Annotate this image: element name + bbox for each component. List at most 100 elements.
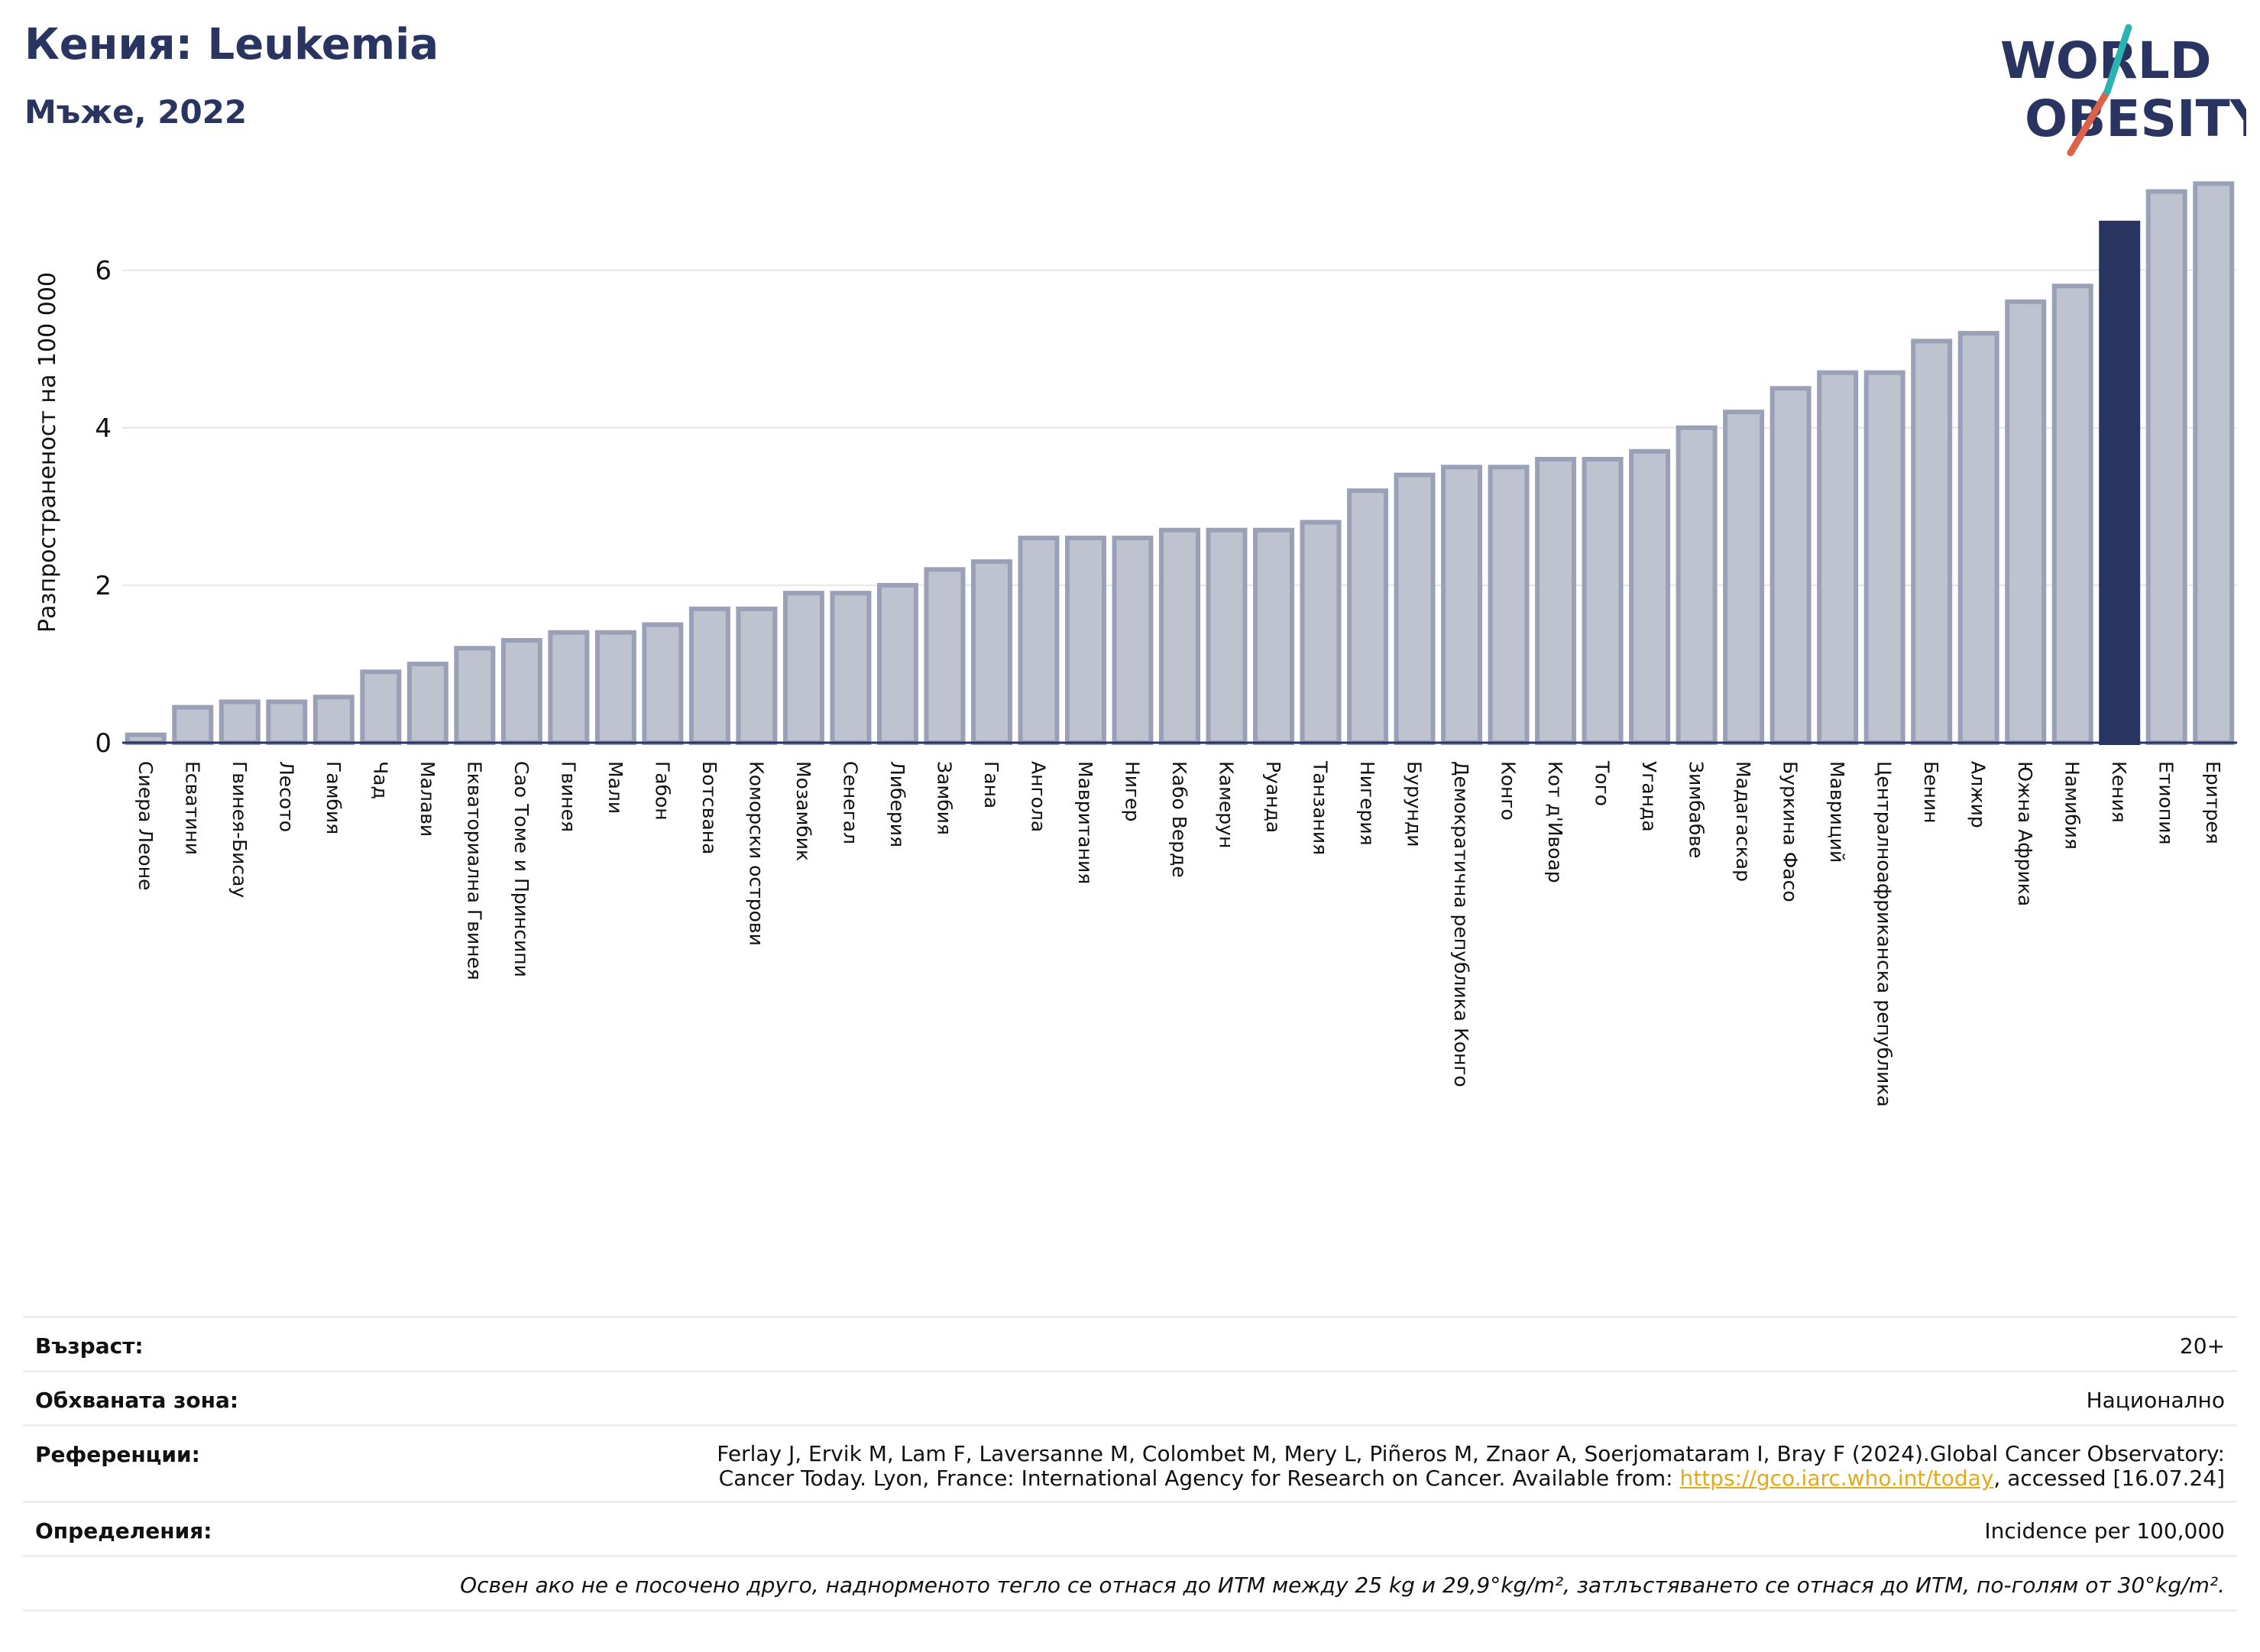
x-tick-label: Алжир	[1967, 761, 1990, 828]
bar	[1064, 536, 1106, 745]
x-tick-label: Того	[1591, 760, 1614, 806]
info-row-definitions: Определения: Incidence per 100,000	[23, 1503, 2237, 1557]
x-tick-label: Конго	[1497, 761, 1520, 821]
x-tick-label: Уганда	[1638, 761, 1660, 832]
x-tick-label: Мавриций	[1826, 761, 1848, 863]
x-tick-label: Гана	[980, 761, 1002, 808]
bar	[1911, 338, 1953, 745]
chart-title: Кения: Leukemia	[24, 20, 439, 70]
x-tick-label: Екваториална Гвинея	[463, 761, 485, 980]
y-tick-label: 4	[95, 413, 112, 444]
x-tick-label: Централноафриканска република	[1873, 761, 1896, 1107]
x-tick-label: Лесото	[275, 761, 297, 832]
x-tick-label: Габон	[651, 761, 673, 821]
y-tick-label: 0	[95, 728, 112, 759]
bar	[688, 606, 730, 745]
x-tick-label: Малави	[416, 761, 439, 837]
info-table: Възраст: 20+ Обхваната зона: Национално …	[23, 1316, 2237, 1612]
x-tick-label: Етиопия	[2155, 761, 2177, 845]
x-tick-label: Намибия	[2061, 761, 2084, 850]
info-row-area: Обхваната зона: Национално	[23, 1372, 2237, 1427]
bar	[500, 638, 542, 745]
bar	[2051, 283, 2093, 745]
bar	[1535, 457, 1577, 745]
x-tick-label: Мавритания	[1074, 761, 1096, 884]
bar	[2193, 181, 2235, 746]
age-label: Възраст:	[35, 1333, 144, 1359]
bars	[125, 181, 2235, 746]
bar	[406, 661, 448, 746]
bar	[172, 705, 214, 745]
bar	[1629, 449, 1671, 745]
references-line2: Cancer Today. Lyon, France: Internationa…	[717, 1466, 2225, 1491]
references-line2-post: , accessed [16.07.24]	[1993, 1466, 2225, 1491]
bar	[2145, 189, 2187, 746]
references-line1: Ferlay J, Ervik M, Lam F, Laversanne M, …	[717, 1441, 2225, 1466]
info-row-references: Референции: Ferlay J, Ervik M, Lam F, La…	[23, 1427, 2237, 1503]
age-value: 20+	[2179, 1333, 2225, 1359]
definitions-value: Incidence per 100,000	[1984, 1518, 2225, 1543]
x-tick-label: Кабо Верде	[1168, 761, 1190, 878]
x-tick-label: Южна Африка	[2014, 761, 2036, 906]
bar	[219, 699, 261, 746]
bar	[594, 630, 636, 745]
x-axis-labels: Сиера Леоне Есватини Гвинея-Бисау Лесото Гам…	[134, 760, 2224, 1107]
bar	[1347, 488, 1389, 745]
bar	[970, 559, 1012, 745]
x-tick-label: Зимбабве	[1685, 761, 1708, 858]
bar	[312, 695, 355, 746]
area-value: Национално	[2086, 1388, 2225, 1413]
y-tick-label: 2	[95, 571, 112, 601]
x-tick-label: Мозамбик	[792, 761, 814, 861]
x-tick-label: Кения	[2108, 761, 2130, 823]
x-tick-label: Есватини	[181, 761, 203, 855]
area-label: Обхваната зона:	[35, 1388, 239, 1413]
bar	[1300, 520, 1342, 745]
bar	[736, 606, 778, 745]
bar	[1582, 457, 1624, 745]
bar	[876, 582, 918, 746]
bar	[1863, 370, 1905, 745]
logo-slash-red	[2067, 88, 2111, 157]
bar	[1817, 370, 1859, 745]
x-tick-label: Мали	[604, 761, 627, 814]
x-tick-label: Бурунди	[1404, 761, 1426, 847]
x-tick-label: Нигер	[1121, 761, 1143, 821]
x-tick-label: Камерун	[1216, 761, 1238, 848]
x-tick-label: Танзания	[1310, 760, 1332, 855]
x-tick-label: Чад	[369, 761, 391, 799]
bar	[1957, 331, 1999, 746]
world-obesity-logo: WORLD OBESITY	[2000, 24, 2246, 157]
bar	[360, 669, 402, 745]
x-tick-label: Либерия	[886, 761, 908, 847]
x-tick-label: Гвинея-Бисау	[228, 761, 251, 898]
x-tick-label: Буркина Фасо	[1779, 761, 1802, 902]
x-tick-label: Еритрея	[2202, 761, 2224, 844]
x-tick-label: Гвинея	[557, 761, 579, 832]
bar	[548, 630, 590, 745]
y-axis-label: Разпространеност на 100 000	[34, 272, 61, 633]
bar	[125, 732, 167, 746]
bar	[1112, 536, 1154, 745]
bar	[1253, 527, 1295, 745]
references-value: Ferlay J, Ervik M, Lam F, Laversanne M, …	[717, 1442, 2225, 1491]
x-tick-label: Руанда	[1262, 761, 1284, 833]
x-tick-label: Замбия	[933, 761, 955, 835]
bar	[1676, 425, 1718, 745]
bar	[642, 622, 684, 746]
bar	[1488, 465, 1530, 745]
x-tick-label: Бенин	[1920, 761, 1942, 823]
x-tick-label: Ботсвана	[698, 761, 720, 854]
x-tick-label: Сао Томе и Принсипи	[510, 761, 533, 977]
bar	[782, 591, 824, 746]
references-link[interactable]: https://gco.iarc.who.int/today	[1679, 1466, 1994, 1491]
references-line2-pre: Cancer Today. Lyon, France: Internationa…	[718, 1466, 1680, 1491]
x-tick-label: Нигерия	[1356, 761, 1378, 846]
x-tick-label: Мадагаскар	[1732, 761, 1754, 882]
info-row-note: Освен ако не е посочено друго, наднормен…	[23, 1557, 2237, 1612]
chart-subtitle: Мъже, 2022	[24, 93, 248, 131]
references-label: Референции:	[35, 1442, 200, 1467]
x-tick-label: Гамбия	[322, 761, 345, 834]
bar-chart: 0 2 4 6 Сиера Леоне Есватини Гвинея-Бисау Лесо…	[34, 181, 2237, 1107]
bar	[266, 699, 308, 746]
